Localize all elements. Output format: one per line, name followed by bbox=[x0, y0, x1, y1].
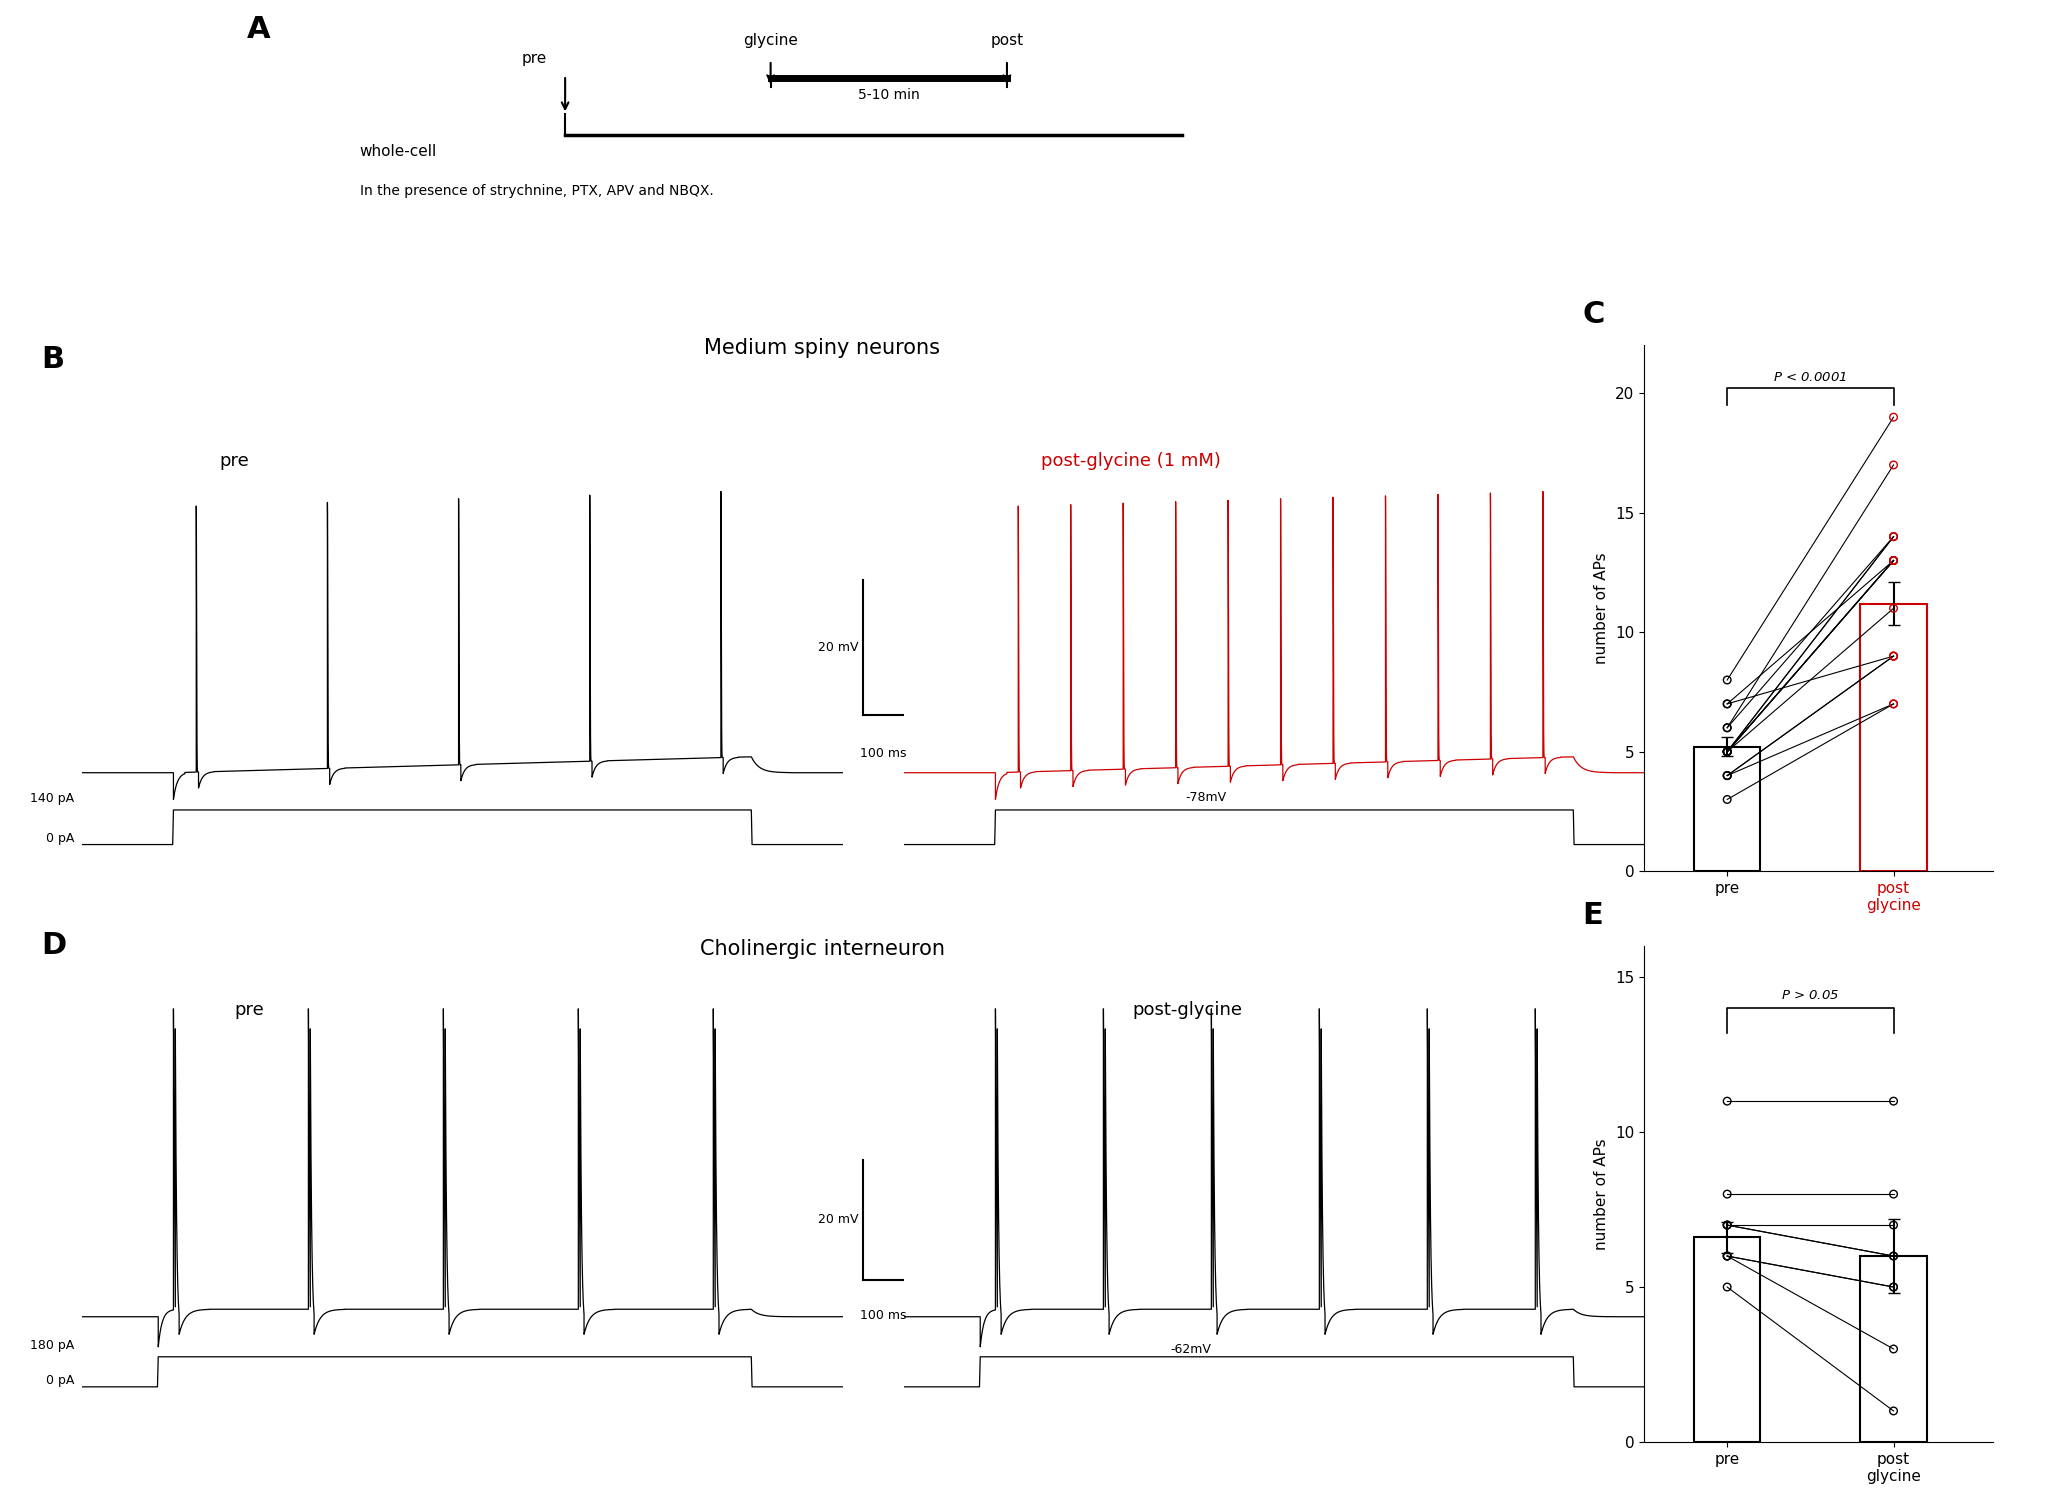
Point bbox=[1876, 1214, 1909, 1238]
Point bbox=[1710, 1244, 1743, 1268]
Text: post: post bbox=[991, 33, 1023, 48]
Text: In the presence of strychnine, PTX, APV and NBQX.: In the presence of strychnine, PTX, APV … bbox=[360, 185, 713, 198]
Point bbox=[1710, 1089, 1743, 1113]
Text: E: E bbox=[1582, 901, 1603, 930]
Point bbox=[1876, 406, 1909, 430]
Point bbox=[1876, 548, 1909, 572]
Text: 140 pA: 140 pA bbox=[31, 793, 74, 805]
Y-axis label: number of APs: number of APs bbox=[1595, 553, 1609, 664]
Point bbox=[1710, 1244, 1743, 1268]
Point bbox=[1876, 1275, 1909, 1299]
Point bbox=[1876, 1398, 1909, 1422]
Text: whole-cell: whole-cell bbox=[360, 144, 438, 159]
Point bbox=[1876, 644, 1909, 668]
Point bbox=[1710, 1275, 1743, 1299]
Point bbox=[1710, 739, 1743, 763]
Point bbox=[1710, 692, 1743, 716]
Text: post-glycine: post-glycine bbox=[1132, 1002, 1243, 1020]
Bar bbox=[1693, 746, 1761, 871]
Point bbox=[1876, 644, 1909, 668]
Point bbox=[1710, 739, 1743, 763]
Point bbox=[1876, 692, 1909, 716]
Point bbox=[1876, 644, 1909, 668]
Text: 100 ms: 100 ms bbox=[861, 748, 906, 760]
Point bbox=[1710, 739, 1743, 763]
Point bbox=[1710, 692, 1743, 716]
Y-axis label: number of APs: number of APs bbox=[1595, 1139, 1609, 1250]
Text: 5-10 min: 5-10 min bbox=[857, 89, 921, 102]
Point bbox=[1876, 1244, 1909, 1268]
Text: -62mV: -62mV bbox=[1171, 1343, 1210, 1356]
Point bbox=[1876, 548, 1909, 572]
Text: 20 mV: 20 mV bbox=[818, 641, 859, 653]
Text: Medium spiny neurons: Medium spiny neurons bbox=[705, 338, 939, 357]
Text: post-glycine (1 mM): post-glycine (1 mM) bbox=[1042, 452, 1221, 470]
Text: pre: pre bbox=[234, 1002, 263, 1020]
Point bbox=[1710, 763, 1743, 787]
Bar bbox=[1693, 1238, 1761, 1442]
Bar bbox=[1860, 604, 1928, 871]
Point bbox=[1710, 1214, 1743, 1238]
Point bbox=[1876, 548, 1909, 572]
Point bbox=[1876, 548, 1909, 572]
Point bbox=[1876, 524, 1909, 548]
Point bbox=[1710, 1214, 1743, 1238]
Text: 20 mV: 20 mV bbox=[818, 1214, 859, 1226]
Bar bbox=[1860, 1256, 1928, 1442]
Point bbox=[1710, 716, 1743, 740]
Point bbox=[1876, 1089, 1909, 1113]
Text: 0 pA: 0 pA bbox=[45, 832, 74, 844]
Point bbox=[1710, 787, 1743, 811]
Point bbox=[1710, 763, 1743, 787]
Text: 100 ms: 100 ms bbox=[861, 1308, 906, 1322]
Text: pre: pre bbox=[522, 51, 547, 66]
Point bbox=[1876, 692, 1909, 716]
Text: 0 pA: 0 pA bbox=[45, 1374, 74, 1386]
Text: A: A bbox=[247, 15, 269, 44]
Point bbox=[1876, 1337, 1909, 1361]
Point bbox=[1876, 596, 1909, 620]
Text: B: B bbox=[41, 345, 64, 374]
Point bbox=[1710, 739, 1743, 763]
Point bbox=[1710, 739, 1743, 763]
Text: C: C bbox=[1582, 300, 1605, 329]
Point bbox=[1710, 1182, 1743, 1206]
Point bbox=[1876, 1182, 1909, 1206]
Text: $P$ < 0.0001: $P$ < 0.0001 bbox=[1773, 371, 1847, 383]
Text: pre: pre bbox=[220, 452, 249, 470]
Point bbox=[1710, 739, 1743, 763]
Point bbox=[1710, 739, 1743, 763]
Text: D: D bbox=[41, 931, 66, 960]
Text: Cholinergic interneuron: Cholinergic interneuron bbox=[699, 939, 945, 958]
Point bbox=[1876, 524, 1909, 548]
Point bbox=[1710, 1214, 1743, 1238]
Point bbox=[1710, 763, 1743, 787]
Point bbox=[1710, 716, 1743, 740]
Point bbox=[1876, 454, 1909, 478]
Point bbox=[1876, 1275, 1909, 1299]
Point bbox=[1876, 524, 1909, 548]
Text: glycine: glycine bbox=[744, 33, 797, 48]
Point bbox=[1710, 668, 1743, 692]
Point bbox=[1876, 1244, 1909, 1268]
Text: $P$ > 0.05: $P$ > 0.05 bbox=[1782, 988, 1839, 1002]
Point bbox=[1710, 1244, 1743, 1268]
Point bbox=[1876, 548, 1909, 572]
Text: 180 pA: 180 pA bbox=[31, 1340, 74, 1352]
Text: -78mV: -78mV bbox=[1186, 790, 1227, 804]
